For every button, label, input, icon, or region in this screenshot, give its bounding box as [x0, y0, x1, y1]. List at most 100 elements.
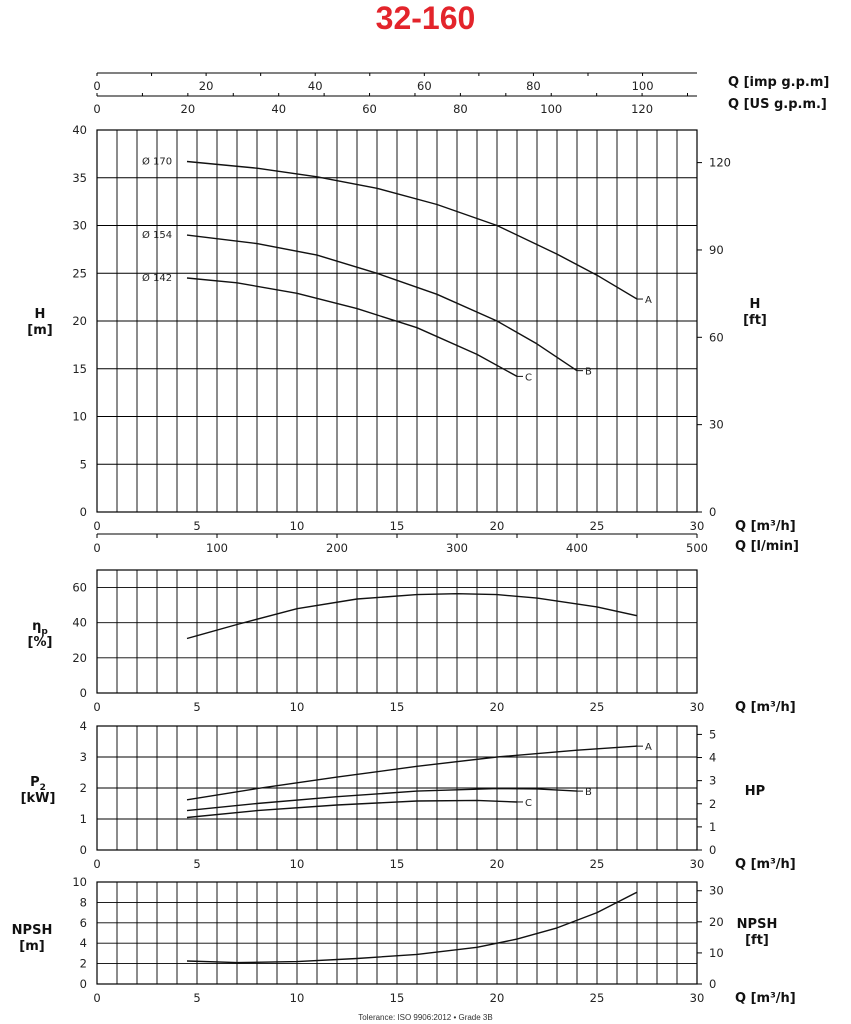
- series-line: [186, 277, 518, 378]
- y-tick-label: 60: [72, 581, 87, 595]
- series-end-label: A: [645, 295, 652, 306]
- plot-frame: [96, 881, 698, 985]
- y-tick-label: 30: [72, 219, 87, 233]
- imp-tick-label: 0: [93, 79, 100, 93]
- y2-tick-label: 60: [709, 330, 724, 344]
- x-tick-label: 15: [390, 857, 405, 871]
- q-m3h-label: Q [m³/h]: [735, 519, 796, 534]
- npsh-m-label: [m]: [19, 939, 44, 954]
- y2-tick-label: 90: [709, 243, 724, 257]
- imp-tick-label: 100: [632, 79, 654, 93]
- y-tick-label: 20: [72, 314, 87, 328]
- panel-0: [96, 129, 702, 513]
- y-tick-label: 2: [80, 957, 87, 971]
- series-end-label: B: [585, 367, 592, 378]
- x-tick-label: 10: [290, 857, 305, 871]
- plot-frame: [96, 129, 698, 513]
- series-end-label: A: [645, 742, 652, 753]
- eff-subscript: p: [41, 627, 48, 637]
- y2-tick-label: 30: [709, 418, 724, 432]
- y2-tick-label: 5: [709, 727, 716, 741]
- y-tick-label: 5: [80, 457, 87, 471]
- y-tick-label: 10: [72, 875, 87, 889]
- y2-tick-label: 1: [709, 820, 716, 834]
- y-tick-label: 6: [80, 916, 87, 930]
- y-tick-label: 4: [80, 719, 87, 733]
- y2-tick-label: 10: [709, 946, 724, 960]
- h-ft-label: H: [750, 297, 761, 312]
- imp-tick-label: 40: [308, 79, 323, 93]
- h-m-label: H: [35, 307, 46, 322]
- series-line: [186, 891, 638, 964]
- npsh-ft-label: [ft]: [745, 933, 769, 948]
- x-tick-label: 15: [390, 991, 405, 1005]
- p2-label: P2: [30, 775, 46, 793]
- npsh-m-label: NPSH: [12, 923, 53, 938]
- x-tick-label: 10: [290, 700, 305, 714]
- y-tick-label: 40: [72, 616, 87, 630]
- y2-tick-label: 0: [709, 977, 716, 991]
- us-tick-label: 0: [93, 102, 100, 116]
- lmin-tick-label: 200: [326, 541, 348, 555]
- x-tick-label: 30: [690, 991, 705, 1005]
- y-tick-label: 10: [72, 410, 87, 424]
- tolerance-note: Tolerance: ISO 9906:2012 • Grade 3B: [358, 1013, 493, 1022]
- eff-symbol: η: [32, 619, 41, 634]
- series-line: [186, 160, 638, 300]
- eff-label: ηp: [32, 619, 48, 637]
- series-line: [186, 787, 578, 812]
- plot-frame: [96, 725, 698, 851]
- lmin-tick-label: 400: [566, 541, 588, 555]
- us-tick-label: 120: [631, 102, 653, 116]
- series-line: [186, 593, 638, 640]
- y-tick-label: 25: [72, 266, 87, 280]
- panel-1: [96, 569, 698, 694]
- x-tick-label: 10: [290, 519, 305, 533]
- y-tick-label: 40: [72, 123, 87, 137]
- q-imp-label: Q [imp g.p.m]: [728, 75, 829, 90]
- x-tick-label: 25: [590, 519, 605, 533]
- us-tick-label: 80: [453, 102, 468, 116]
- h-ft-label: [ft]: [743, 313, 767, 328]
- y-tick-label: 0: [80, 686, 87, 700]
- x-tick-label: 15: [390, 519, 405, 533]
- imp-tick-label: 80: [526, 79, 541, 93]
- x-tick-label: 20: [490, 857, 505, 871]
- x-tick-label: 0: [93, 519, 100, 533]
- y2-tick-label: 20: [709, 915, 724, 929]
- eff-unit: [%]: [28, 635, 53, 650]
- x-tick-label: 25: [590, 700, 605, 714]
- y2-tick-label: 2: [709, 797, 716, 811]
- us-tick-label: 60: [362, 102, 377, 116]
- x-tick-label: 25: [590, 857, 605, 871]
- y2-tick-label: 0: [709, 843, 716, 857]
- x-tick-label: 5: [193, 700, 200, 714]
- p2-symbol: P: [30, 775, 40, 790]
- y2-tick-label: 4: [709, 751, 716, 765]
- x-tick-label: 25: [590, 991, 605, 1005]
- x-tick-label: 30: [690, 519, 705, 533]
- y-tick-label: 3: [80, 750, 87, 764]
- x-tick-label: 5: [193, 519, 200, 533]
- panel-2: [96, 725, 702, 851]
- x-tick-label: 15: [390, 700, 405, 714]
- us-tick-label: 100: [540, 102, 562, 116]
- x-tick-label: 5: [193, 991, 200, 1005]
- y-tick-label: 4: [80, 936, 87, 950]
- x-tick-label: 30: [690, 700, 705, 714]
- series-end-label: C: [525, 372, 532, 383]
- y2-tick-label: 3: [709, 774, 716, 788]
- x-tick-label: 20: [490, 519, 505, 533]
- x-tick-label: 0: [93, 991, 100, 1005]
- series-end-label: C: [525, 798, 532, 809]
- y-tick-label: 2: [80, 781, 87, 795]
- lmin-tick-label: 0: [93, 541, 100, 555]
- x-tick-label: 30: [690, 857, 705, 871]
- y2-tick-label: 120: [709, 156, 731, 170]
- y-tick-label: 1: [80, 812, 87, 826]
- series-line: [186, 234, 578, 372]
- series-line: [186, 745, 638, 801]
- y-tick-label: 20: [72, 651, 87, 665]
- x-tick-label: 20: [490, 991, 505, 1005]
- series-end-label: B: [585, 787, 592, 798]
